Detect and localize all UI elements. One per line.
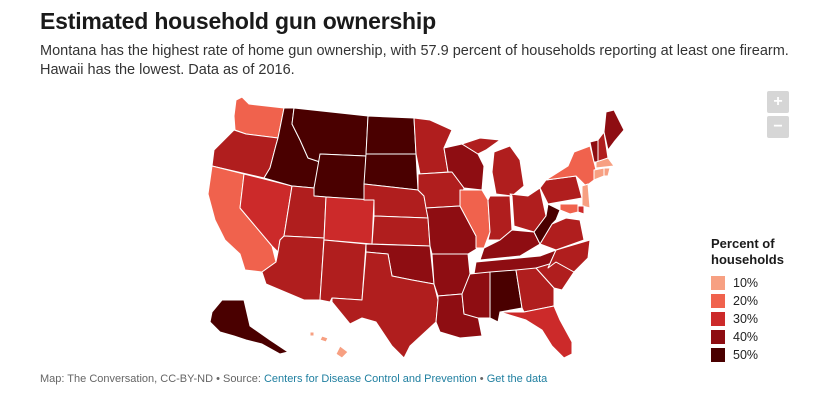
- legend-title: Percent of households: [711, 236, 784, 267]
- page-title: Estimated household gun ownership: [40, 8, 436, 34]
- legend-swatch: [711, 330, 725, 344]
- map-legend: Percent of households 10% 20% 30% 40% 50%: [711, 236, 821, 364]
- state-florida[interactable]: [499, 305, 573, 359]
- state-indiana[interactable]: [487, 195, 513, 241]
- legend-label: 40%: [733, 330, 759, 344]
- state-kansas[interactable]: [371, 215, 431, 247]
- legend-label: 50%: [733, 348, 759, 362]
- state-west-virginia[interactable]: [533, 203, 561, 245]
- page-subtitle: Montana has the highest rate of home gun…: [40, 43, 789, 78]
- legend-label: 10%: [733, 276, 759, 290]
- state-alaska[interactable]: [209, 299, 289, 355]
- footer-credit: Map: The Conversation, CC-BY-ND • Source…: [40, 373, 264, 385]
- source-link[interactable]: Centers for Disease Control and Preventi…: [263, 373, 477, 385]
- zoom-out-button[interactable]: −: [767, 116, 789, 138]
- zoom-in-button[interactable]: +: [767, 91, 789, 113]
- get-data-link[interactable]: Get the data: [486, 373, 548, 385]
- footer-separator: •: [476, 373, 487, 385]
- state-wyoming[interactable]: [313, 153, 367, 201]
- state-washington[interactable]: [233, 96, 285, 139]
- state-colorado[interactable]: [323, 196, 375, 245]
- map-footer: Map: The Conversation, CC-BY-ND • Source…: [40, 373, 547, 385]
- state-new-jersey[interactable]: [581, 183, 591, 209]
- legend-item: 10%: [711, 274, 821, 292]
- legend-swatch: [711, 348, 725, 362]
- state-pennsylvania[interactable]: [539, 175, 583, 205]
- state-maryland[interactable]: [559, 203, 579, 215]
- state-massachusetts[interactable]: [595, 157, 615, 169]
- legend-item: 20%: [711, 292, 821, 310]
- legend-swatch: [711, 276, 725, 290]
- legend-swatch: [711, 312, 725, 326]
- state-michigan[interactable]: [461, 137, 525, 197]
- state-north-dakota[interactable]: [365, 115, 417, 155]
- legend-item: 50%: [711, 346, 821, 364]
- legend-item: 30%: [711, 310, 821, 328]
- legend-label: 20%: [733, 294, 759, 308]
- state-connecticut[interactable]: [593, 167, 605, 181]
- state-delaware[interactable]: [577, 205, 585, 215]
- state-hawaii[interactable]: [309, 331, 349, 359]
- state-new-mexico[interactable]: [319, 239, 367, 303]
- legend-label: 30%: [733, 312, 759, 326]
- state-minnesota[interactable]: [413, 117, 453, 175]
- legend-swatch: [711, 294, 725, 308]
- state-rhode-island[interactable]: [603, 167, 611, 177]
- legend-item: 40%: [711, 328, 821, 346]
- state-texas[interactable]: [331, 251, 439, 359]
- state-maine[interactable]: [603, 109, 625, 151]
